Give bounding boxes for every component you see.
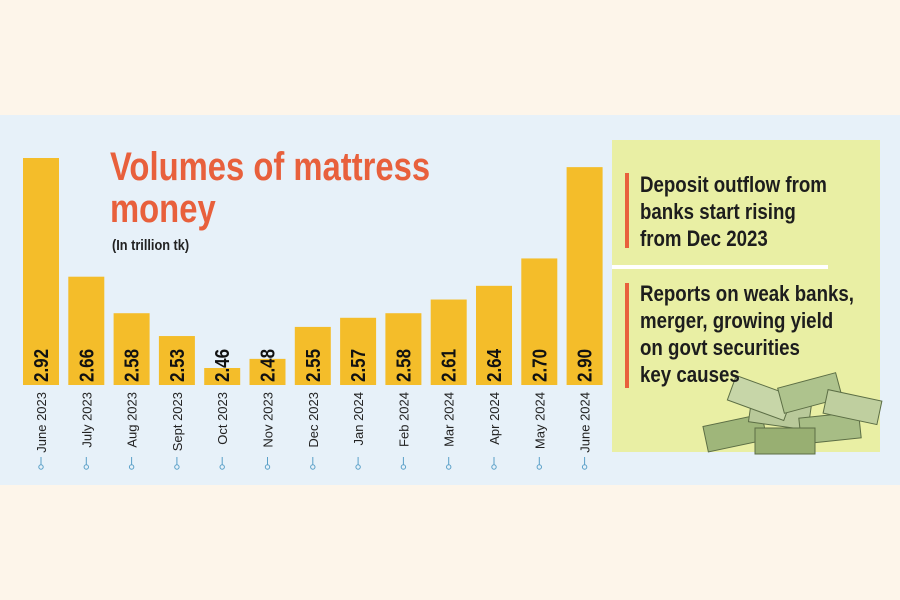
chart-subtitle: (In trillion tk) — [112, 236, 189, 253]
value-label: 2.58 — [120, 349, 143, 382]
tick-dot — [400, 464, 407, 470]
bar — [204, 368, 241, 385]
bar — [23, 158, 59, 385]
tick-dot — [355, 464, 361, 470]
value-label: 2.48 — [256, 349, 279, 382]
value-label: 2.46 — [211, 349, 234, 382]
note-text: Reports on weak banks, — [640, 283, 854, 307]
note-text: on govt securities — [640, 337, 800, 361]
value-label: 2.90 — [573, 349, 596, 382]
x-tick-label: June 2023 — [34, 392, 49, 453]
tick-dot — [264, 464, 271, 470]
tick-dot — [581, 464, 588, 470]
value-label: 2.92 — [30, 349, 53, 382]
tick-dot — [38, 464, 44, 470]
note-marker — [625, 173, 629, 248]
note-text: Deposit outflow from — [640, 174, 827, 198]
note-marker — [625, 283, 629, 388]
x-tick-label: July 2023 — [79, 392, 94, 448]
bar — [521, 258, 558, 385]
x-tick-label: Sept 2023 — [170, 392, 185, 451]
x-tick-label: Mar 2024 — [442, 392, 457, 447]
bar — [476, 285, 512, 385]
tick-dot — [536, 464, 542, 470]
value-label: 2.58 — [392, 349, 415, 382]
money-icon — [702, 372, 883, 455]
bar — [385, 313, 422, 385]
x-tick-label: Jan 2024 — [351, 392, 366, 446]
bar — [113, 313, 150, 385]
note-text: banks start rising — [640, 201, 796, 225]
value-label: 2.66 — [75, 349, 98, 382]
value-label: 2.57 — [347, 349, 370, 382]
note-text: merger, growing yield — [640, 310, 833, 334]
x-tick-label: Oct 2023 — [215, 392, 230, 445]
value-label: 2.64 — [483, 348, 506, 382]
tick-dot — [174, 464, 180, 470]
bar — [158, 336, 195, 385]
bar — [340, 317, 377, 385]
x-tick-label: Feb 2024 — [396, 392, 411, 447]
tick-dot — [310, 464, 316, 470]
bar — [249, 358, 286, 385]
tick-dot — [219, 464, 225, 470]
value-label: 2.55 — [301, 349, 324, 382]
chart-title: money — [110, 186, 216, 231]
chart-title: Volumes of mattress — [110, 144, 430, 189]
x-tick-label: Aug 2023 — [125, 392, 140, 448]
value-label: 2.70 — [528, 349, 551, 382]
bar — [566, 167, 603, 385]
tick-dot — [446, 464, 452, 470]
x-tick-label: June 2024 — [578, 392, 593, 453]
bar — [68, 276, 105, 385]
bar — [294, 326, 331, 385]
note-text: from Dec 2023 — [640, 228, 768, 252]
x-tick-label: Dec 2023 — [306, 392, 321, 448]
bars: 2.92 June 2023 2.66 July 2023 2.58 Aug 2023 2.… — [23, 158, 603, 470]
value-label: 2.61 — [437, 349, 460, 382]
x-tick-label: Nov 2023 — [261, 392, 276, 448]
tick-dot — [491, 464, 497, 470]
value-label: 2.53 — [166, 349, 189, 382]
x-tick-label: May 2024 — [532, 392, 547, 449]
tick-dot — [128, 464, 135, 470]
bar — [430, 299, 467, 385]
note-text: key causes — [640, 364, 740, 388]
tick-dot — [83, 464, 90, 470]
x-tick-label: Apr 2024 — [487, 392, 502, 445]
